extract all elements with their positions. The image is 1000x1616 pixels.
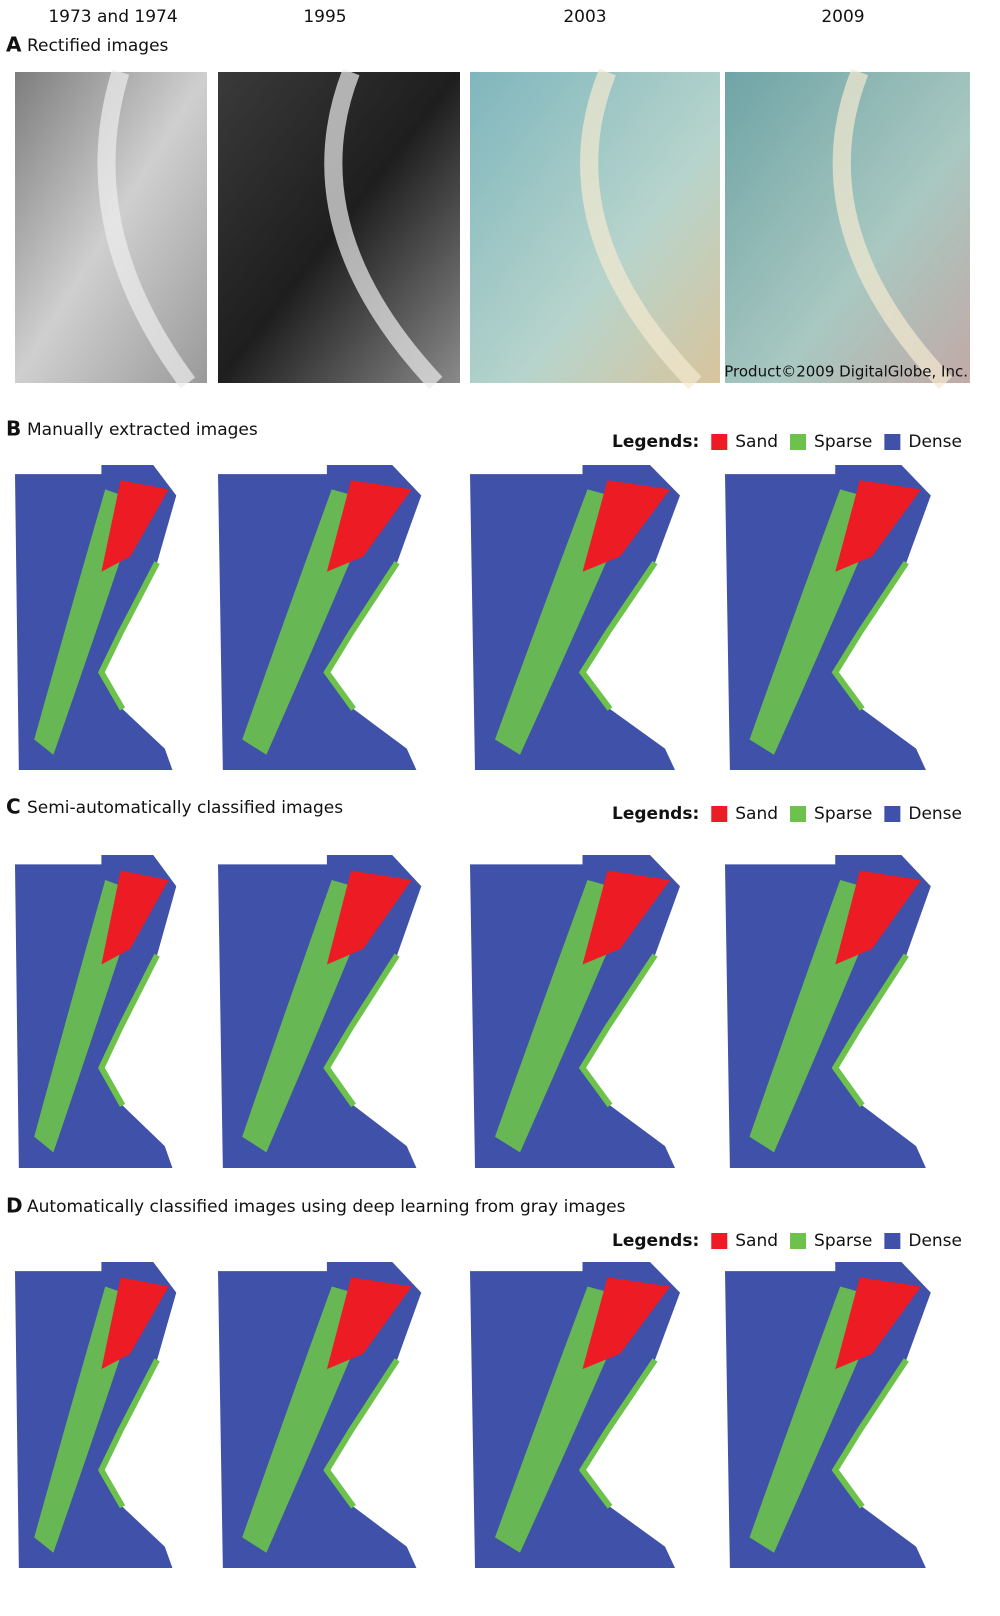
legend-swatch [884, 434, 900, 450]
panel-title: Manually extracted images [27, 420, 258, 440]
legend-label: Dense [908, 432, 962, 452]
legend-title: Legends: [612, 1231, 699, 1251]
column-header: 2009 [821, 7, 864, 27]
legend-label: Sand [735, 1231, 778, 1251]
legend-label: Sand [735, 804, 778, 824]
panel-letter: A [6, 33, 22, 57]
panel-title: Automatically classified images using de… [27, 1197, 626, 1217]
legend-swatch [884, 1233, 900, 1249]
legend-title: Legends: [612, 804, 699, 824]
legend-swatch [790, 434, 806, 450]
figure: 1973 and 1974 1995 2003 2009 ARectified imag… [0, 0, 1000, 1616]
legend-swatch [790, 1233, 806, 1249]
legend-swatch [790, 806, 806, 822]
legend-label: Sand [735, 432, 778, 452]
legend-label: Dense [908, 1231, 962, 1251]
legend-swatch [884, 806, 900, 822]
panel-title: Semi-automatically classified images [27, 798, 343, 818]
legend-swatch [711, 806, 727, 822]
column-header: 1973 and 1974 [48, 7, 177, 27]
column-header: 1995 [303, 7, 346, 27]
panel-title: Rectified images [27, 36, 169, 56]
legend-label: Sparse [814, 1231, 872, 1251]
image-credit: Product©2009 DigitalGlobe, Inc. [724, 363, 968, 381]
panel-letter: B [6, 417, 21, 441]
legend-swatch [711, 434, 727, 450]
panel-letter: D [6, 1194, 23, 1218]
legend-title: Legends: [612, 432, 699, 452]
page: 1973 and 1974 1995 2003 2009 ARectified imag… [0, 0, 1000, 1616]
panel-letter: C [6, 795, 21, 819]
legend-label: Sparse [814, 432, 872, 452]
column-header: 2003 [563, 7, 606, 27]
legend-swatch [711, 1233, 727, 1249]
legend-label: Dense [908, 804, 962, 824]
legend-label: Sparse [814, 804, 872, 824]
